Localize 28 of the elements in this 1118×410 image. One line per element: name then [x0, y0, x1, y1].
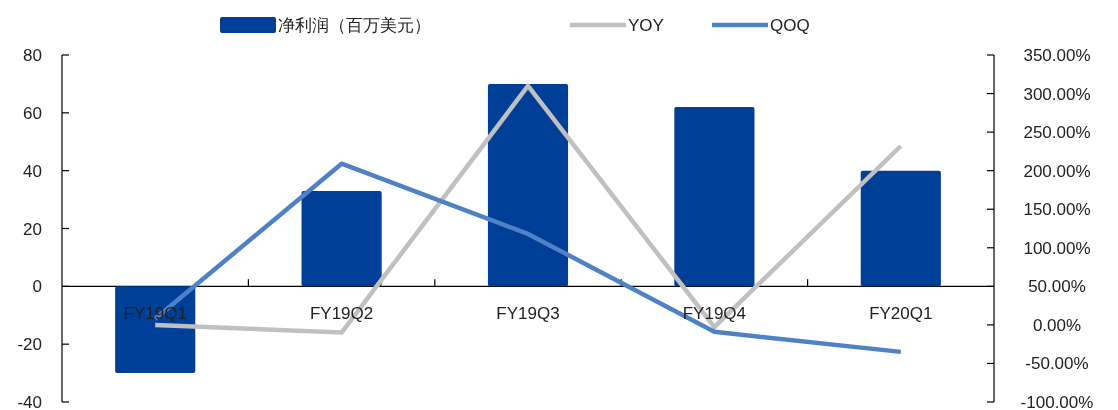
y-tick-label: -40	[17, 393, 42, 410]
x-tick-label: FY19Q4	[682, 304, 747, 324]
y2-tick-label: 300.00%	[1023, 84, 1091, 104]
y-tick-label: 60	[23, 103, 42, 123]
legend-label: QOQ	[770, 16, 810, 35]
bar	[487, 83, 569, 287]
y-tick-label: 40	[23, 161, 42, 181]
y2-tick-label: 100.00%	[1023, 238, 1091, 258]
y-tick-label: -20	[17, 335, 42, 355]
bar	[860, 170, 941, 287]
y2-tick-label: 150.00%	[1023, 200, 1091, 220]
y2-tick-label: 200.00%	[1023, 161, 1091, 181]
y2-tick-label: 250.00%	[1023, 123, 1091, 143]
y2-tick-label: -100.00%	[1020, 393, 1094, 410]
x-tick-label: FY19Q3	[496, 304, 560, 324]
bar	[674, 107, 755, 287]
y2-tick-label: 350.00%	[1023, 46, 1091, 65]
y-tick-label: 20	[23, 219, 42, 239]
x-tick-label: FY20Q1	[869, 304, 933, 324]
y2-tick-label: 0.00%	[1032, 315, 1082, 335]
legend-label: YOY	[628, 16, 664, 35]
y2-tick-label: -50.00%	[1025, 354, 1089, 374]
y-tick-label: 80	[23, 46, 42, 65]
y2-tick-label: 50.00%	[1028, 277, 1086, 297]
x-tick-label: FY19Q2	[309, 304, 374, 324]
legend-label: 净利润（百万美元）	[278, 16, 431, 35]
y-tick-label: 0	[32, 277, 42, 297]
bar	[301, 190, 382, 287]
